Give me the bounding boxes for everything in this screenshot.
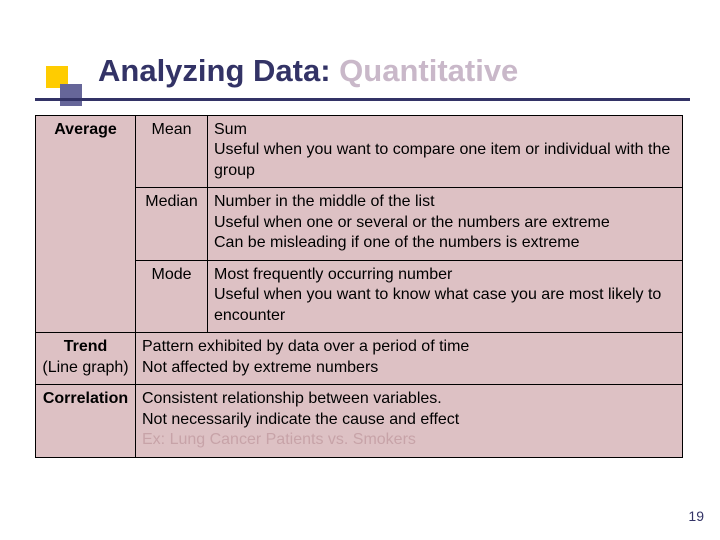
cell-mode: Mode xyxy=(136,260,208,332)
cell-median: Median xyxy=(136,188,208,260)
data-table-container: Average Mean Sum Useful when you want to… xyxy=(35,115,683,458)
cell-mean: Mean xyxy=(136,116,208,188)
cell-median-desc: Number in the middle of the list Useful … xyxy=(208,188,683,260)
title-suffix: Quantitative xyxy=(339,53,518,88)
analysis-table: Average Mean Sum Useful when you want to… xyxy=(35,115,683,458)
cell-trend-desc: Pattern exhibited by data over a period … xyxy=(136,333,683,385)
table-row: Average Mean Sum Useful when you want to… xyxy=(36,116,683,188)
cell-mean-desc: Sum Useful when you want to compare one … xyxy=(208,116,683,188)
cell-mode-desc: Most frequently occurring number Useful … xyxy=(208,260,683,332)
page-number: 19 xyxy=(688,508,704,524)
cell-average: Average xyxy=(36,116,136,333)
example-text: Ex: Lung Cancer Patients vs. Smokers xyxy=(142,431,416,448)
cell-correlation: Correlation xyxy=(36,385,136,457)
cell-trend: Trend (Line graph) xyxy=(36,333,136,385)
cell-correlation-desc: Consistent relationship between variable… xyxy=(136,385,683,457)
title-prefix: Analyzing Data: xyxy=(98,53,339,88)
table-row: Trend (Line graph) Pattern exhibited by … xyxy=(36,333,683,385)
header-rule xyxy=(35,98,690,101)
accent-box-purple xyxy=(60,84,82,106)
slide-title: Analyzing Data: Quantitative xyxy=(98,53,518,89)
table-row: Correlation Consistent relationship betw… xyxy=(36,385,683,457)
